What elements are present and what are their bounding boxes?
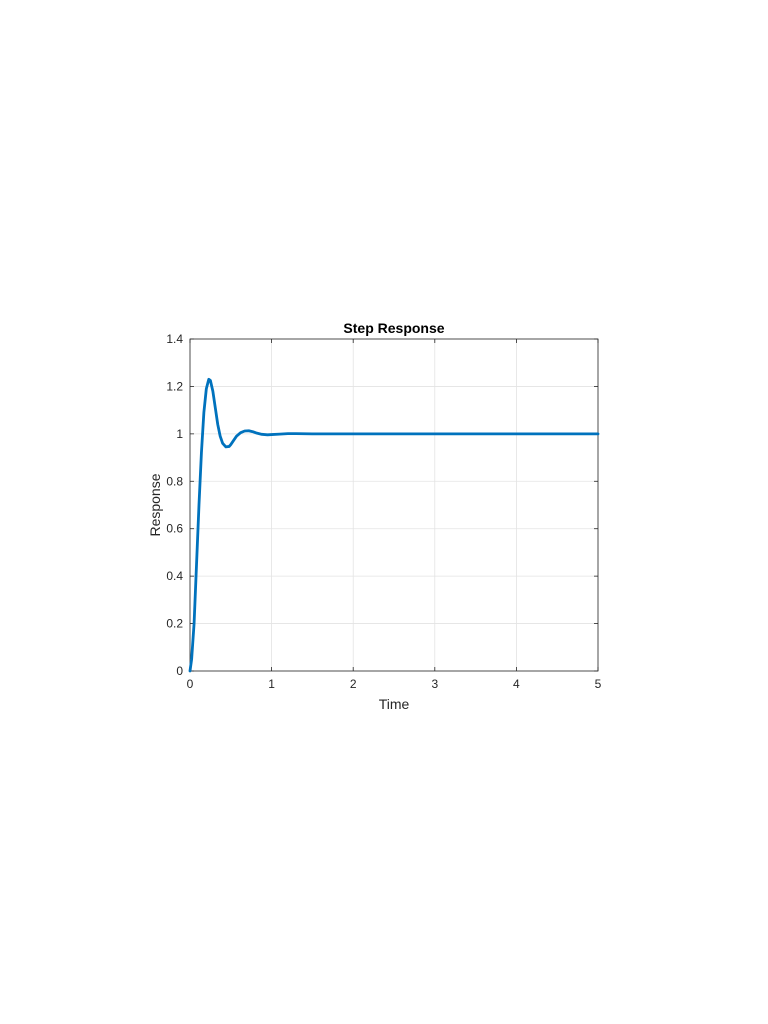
x-tick-label: 3 [431,677,438,691]
axis-ticks: 0 1 2 3 4 5 0 0.2 0.4 0.6 0.8 1 1.2 1.4 [166,332,601,691]
y-tick-label: 0.4 [166,569,183,583]
x-tick-label: 1 [268,677,275,691]
y-axis-label: Response [147,473,163,536]
y-tick-label: 1.2 [166,379,183,393]
chart-title: Step Response [343,320,444,336]
y-tick-label: 0 [176,664,183,678]
y-tick-label: 0.6 [166,522,183,536]
grid-lines [189,338,599,672]
y-tick-label: 0.2 [166,617,183,631]
y-tick-label: 0.8 [166,474,183,488]
series-layer [188,377,600,673]
plot-area-frame [189,338,599,672]
y-tick-label: 1 [176,427,183,441]
x-tick-label: 0 [187,677,194,691]
y-tick-label: 1.4 [166,332,183,346]
x-tick-label: 5 [595,677,602,691]
x-tick-label: 4 [513,677,520,691]
x-axis-label: Time [379,696,410,712]
series-line-0 [188,377,600,673]
x-tick-label: 2 [350,677,357,691]
